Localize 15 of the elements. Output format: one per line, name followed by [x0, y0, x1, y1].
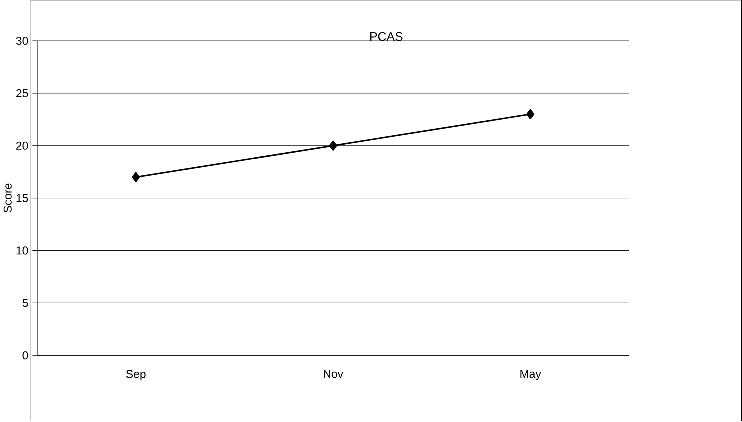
y-tick-label: 20 — [16, 142, 28, 150]
y-axis-title: Score — [4, 184, 12, 213]
x-tick-label: May — [520, 370, 542, 381]
y-tick-label: 10 — [16, 246, 28, 256]
chart-title: PCAS — [370, 32, 403, 42]
point — [526, 110, 535, 120]
y-tick-label: 5 — [22, 299, 28, 308]
point — [329, 141, 338, 152]
y-tick-label: 25 — [16, 90, 28, 98]
y-tick-label: 30 — [16, 37, 28, 46]
x-tick-label: Nov — [324, 370, 344, 378]
y-tick-label: 0 — [22, 352, 28, 360]
x-tick-label: Sep — [126, 370, 146, 381]
y-tick-label: 15 — [16, 194, 28, 203]
point — [132, 172, 140, 183]
